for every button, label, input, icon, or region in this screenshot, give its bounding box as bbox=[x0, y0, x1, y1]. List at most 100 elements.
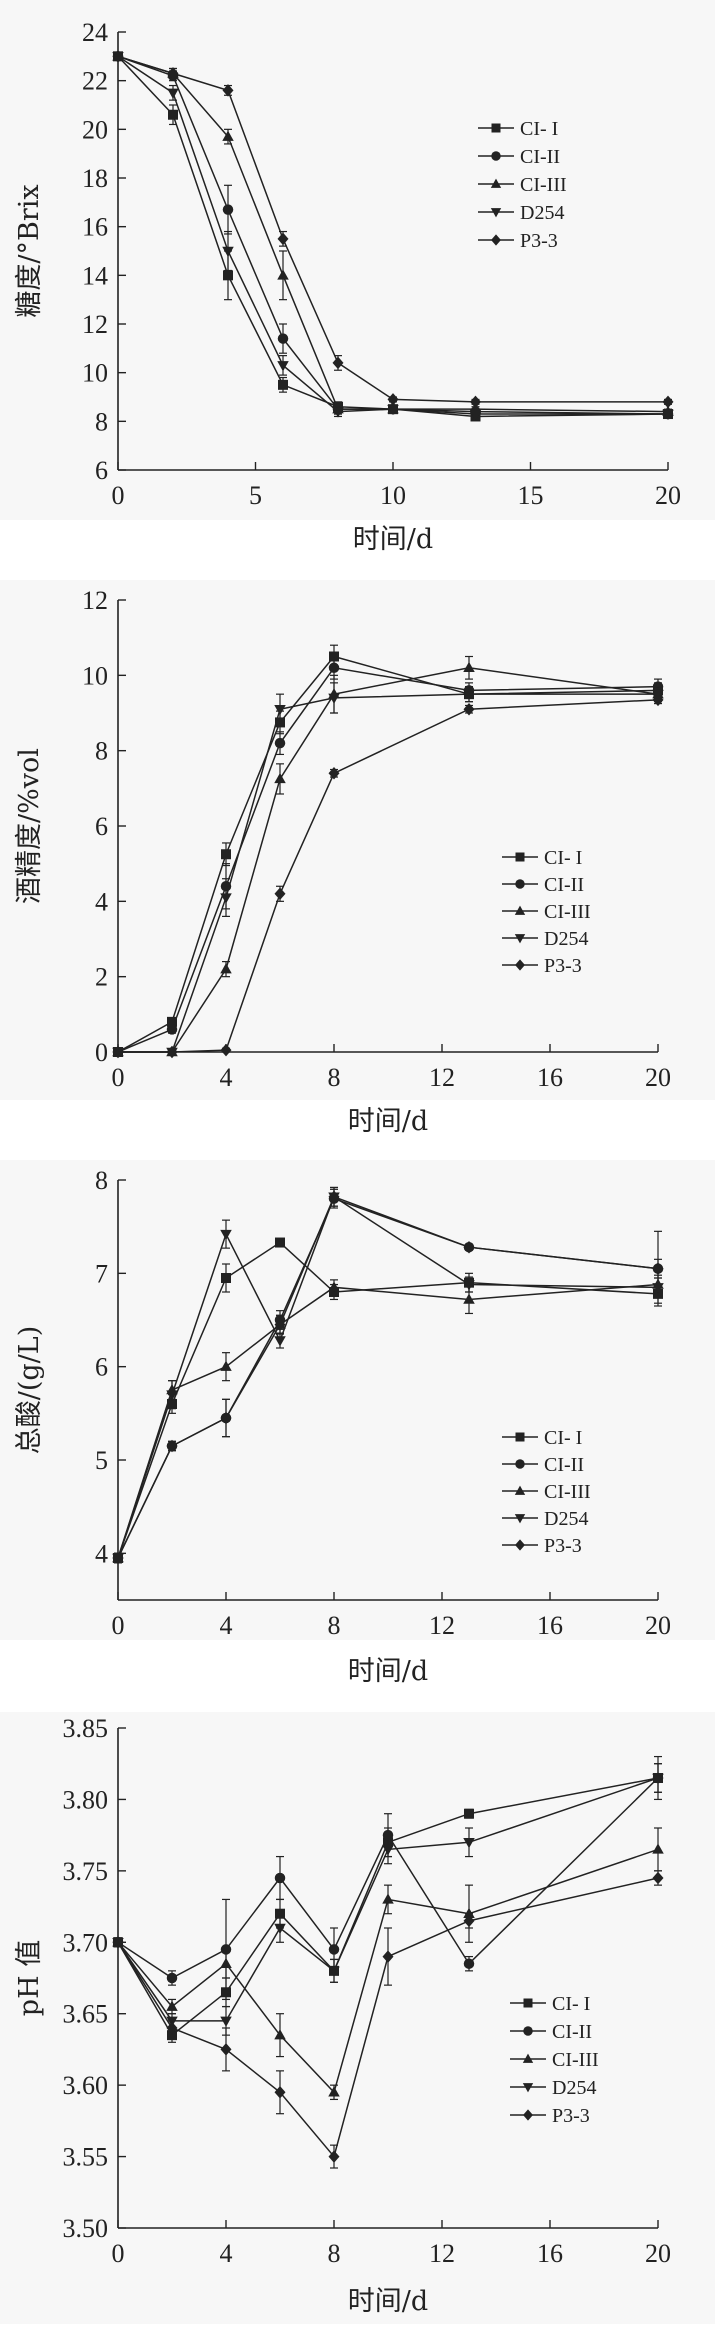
data-point bbox=[470, 395, 481, 409]
legend: CI- I CI-II CI-III D254 P3-3 bbox=[502, 847, 591, 977]
series-line bbox=[117, 55, 668, 403]
legend-label: CI-II bbox=[544, 1454, 584, 1476]
legend-marker bbox=[522, 2083, 534, 2093]
data-point bbox=[166, 1439, 178, 1453]
y-axis-title: 糖度/°Brix bbox=[14, 184, 45, 317]
legend-marker bbox=[490, 178, 502, 188]
y-tick-label: 4 bbox=[95, 887, 108, 916]
data-point bbox=[220, 2016, 232, 2027]
data-point bbox=[223, 270, 233, 281]
data-point bbox=[274, 2086, 286, 2099]
data-point bbox=[220, 1411, 232, 1425]
x-tick-label: 12 bbox=[429, 1611, 455, 1640]
data-point bbox=[167, 88, 179, 99]
y-tick-label: 12 bbox=[82, 586, 108, 615]
data-point bbox=[328, 2150, 340, 2163]
legend: CI- I CI-II CI-III D254 P3-3 bbox=[502, 1427, 591, 1557]
data-point bbox=[463, 1914, 475, 1928]
data-point bbox=[278, 379, 288, 390]
legend-marker bbox=[515, 1539, 525, 1551]
data-point bbox=[220, 1360, 232, 1371]
x-tick-label: 15 bbox=[518, 481, 544, 510]
series-5 bbox=[112, 693, 664, 1059]
legend-marker bbox=[515, 852, 525, 862]
x-tick-label: 12 bbox=[429, 1063, 455, 1092]
data-point bbox=[222, 246, 234, 257]
y-tick-label: 10 bbox=[82, 661, 108, 690]
data-point bbox=[220, 1229, 232, 1241]
data-point bbox=[463, 702, 475, 716]
x-tick-label: 8 bbox=[328, 1063, 341, 1092]
y-axis-title: pH 值 bbox=[14, 1940, 45, 2016]
legend-label: P3-3 bbox=[520, 230, 558, 252]
y-tick-label: 3.70 bbox=[63, 1928, 109, 1957]
legend-marker bbox=[515, 1432, 525, 1442]
panel-1: 0 5 10 15 20 6 8 10 12 14 16 18 20 22 24 时间/d 糖度/°Brix CI… bbox=[0, 0, 715, 555]
data-point bbox=[463, 689, 475, 701]
panel-4: 0 4 8 12 16 20 3.50 3.55 3.60 3.65 3.70 3.75 3.80 3.8… bbox=[0, 1712, 715, 2324]
y-tick-label: 6 bbox=[95, 812, 108, 841]
y-tick-label: 3.85 bbox=[63, 1714, 109, 1743]
legend-label: CI-III bbox=[520, 174, 567, 196]
x-axis-title: 时间/d bbox=[348, 1656, 428, 1687]
data-point bbox=[328, 1281, 340, 1292]
data-point bbox=[463, 1280, 475, 1291]
y-tick-label: 12 bbox=[82, 310, 108, 339]
x-axis-title: 时间/d bbox=[348, 2286, 428, 2317]
series-4 bbox=[112, 1186, 664, 1564]
y-tick-label: 2 bbox=[95, 963, 108, 992]
data-point bbox=[463, 1240, 475, 1254]
data-point bbox=[277, 269, 289, 280]
data-point bbox=[328, 1944, 340, 1955]
data-point bbox=[463, 661, 475, 673]
x-tick-label: 5 bbox=[249, 481, 262, 510]
legend-label: CI-II bbox=[520, 146, 560, 168]
data-point bbox=[274, 1872, 286, 1884]
data-point bbox=[662, 409, 674, 421]
y-tick-label: 6 bbox=[95, 456, 108, 485]
data-point bbox=[277, 333, 289, 344]
data-point bbox=[463, 1907, 475, 1918]
x-tick-label: 8 bbox=[328, 2239, 341, 2268]
data-point bbox=[328, 2086, 340, 2097]
y-tick-label: 3.65 bbox=[63, 2000, 109, 2029]
data-point bbox=[112, 1045, 124, 1059]
legend-label: P3-3 bbox=[544, 955, 582, 977]
y-tick-label: 3.75 bbox=[63, 1857, 109, 1886]
x-tick-label: 0 bbox=[112, 481, 125, 510]
legend-label: CI- I bbox=[544, 1427, 582, 1449]
legend-label: P3-3 bbox=[544, 1535, 582, 1557]
data-point bbox=[274, 1336, 286, 1347]
data-point bbox=[166, 1390, 178, 1401]
legend-marker bbox=[515, 959, 525, 971]
legend-marker bbox=[491, 151, 501, 161]
y-axis-title: 总酸/(g/L) bbox=[14, 1326, 45, 1454]
panel-background bbox=[0, 1712, 715, 2324]
data-point bbox=[652, 1843, 664, 1854]
data-point bbox=[328, 662, 340, 674]
x-tick-label: 20 bbox=[655, 481, 681, 510]
data-point bbox=[220, 1043, 232, 1057]
data-point bbox=[222, 204, 234, 215]
legend-marker bbox=[514, 1485, 526, 1495]
data-point bbox=[652, 1262, 664, 1275]
series-5 bbox=[112, 50, 674, 409]
y-tick-label: 5 bbox=[95, 1446, 108, 1475]
data-point bbox=[277, 361, 289, 372]
y-tick-label: 3.60 bbox=[63, 2071, 109, 2100]
data-point bbox=[167, 1016, 177, 1027]
x-tick-label: 4 bbox=[220, 2239, 233, 2268]
legend: CI- I CI-II CI-III D254 P3-3 bbox=[510, 1993, 599, 2127]
data-point bbox=[168, 109, 178, 120]
series-line bbox=[117, 55, 669, 418]
series-line bbox=[117, 55, 669, 415]
data-point bbox=[274, 887, 286, 901]
legend: CI- I CI-II CI-III D254 P3-3 bbox=[478, 118, 567, 252]
data-point bbox=[328, 1966, 340, 1977]
data-point bbox=[387, 404, 399, 416]
data-point bbox=[652, 1773, 664, 1784]
legend-label: CI- I bbox=[552, 1993, 590, 2015]
legend-marker bbox=[514, 905, 526, 915]
legend-label: CI- I bbox=[544, 847, 582, 869]
